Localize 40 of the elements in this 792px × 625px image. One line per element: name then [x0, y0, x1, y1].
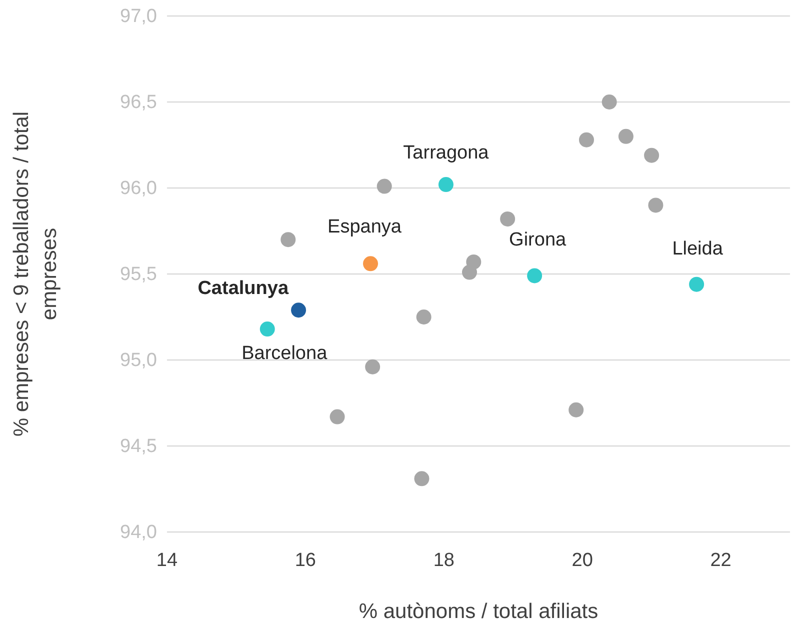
- series-label: Tarragona: [403, 142, 490, 164]
- series-label: Espanya: [328, 216, 402, 238]
- y-tick-label: 94,5: [120, 436, 157, 457]
- x-tick-label: 18: [433, 550, 454, 571]
- series-label: Girona: [509, 230, 567, 251]
- y-axis-title: % empreses < 9 treballadors / total empreses: [10, 111, 61, 437]
- point: [527, 268, 542, 284]
- point: [689, 276, 704, 292]
- x-tick-label: 20: [572, 550, 593, 571]
- point: [414, 471, 430, 486]
- y-tick-label: 96,0: [120, 178, 157, 199]
- point: [376, 178, 392, 194]
- point: [416, 310, 432, 324]
- point: [568, 402, 584, 418]
- point: [618, 128, 634, 144]
- y-tick-label: 96,5: [120, 92, 157, 113]
- point: [330, 409, 345, 424]
- x-axis-title: % autònoms / total afiliats: [358, 600, 598, 623]
- point: [260, 322, 275, 337]
- point: [462, 264, 477, 280]
- point: [644, 148, 660, 163]
- series-label: Catalunya: [198, 278, 289, 300]
- point: [438, 177, 454, 192]
- y-tick-label: 97,0: [120, 6, 157, 27]
- point: [280, 232, 296, 248]
- y-tick-label: 95,5: [120, 264, 157, 285]
- point: [648, 198, 664, 213]
- point: [578, 132, 594, 148]
- point: [365, 359, 380, 374]
- point: [363, 256, 378, 272]
- point: [500, 211, 516, 226]
- y-tick-label: 94,0: [120, 522, 157, 543]
- x-tick-label: 22: [710, 550, 732, 571]
- x-tick-label: 14: [156, 550, 178, 571]
- series-label: Barcelona: [242, 343, 328, 364]
- y-tick-label: 95,0: [120, 350, 157, 371]
- series-label: Lleida: [672, 238, 724, 260]
- point: [291, 302, 306, 318]
- x-tick-label: 16: [294, 550, 316, 571]
- point: [602, 94, 617, 110]
